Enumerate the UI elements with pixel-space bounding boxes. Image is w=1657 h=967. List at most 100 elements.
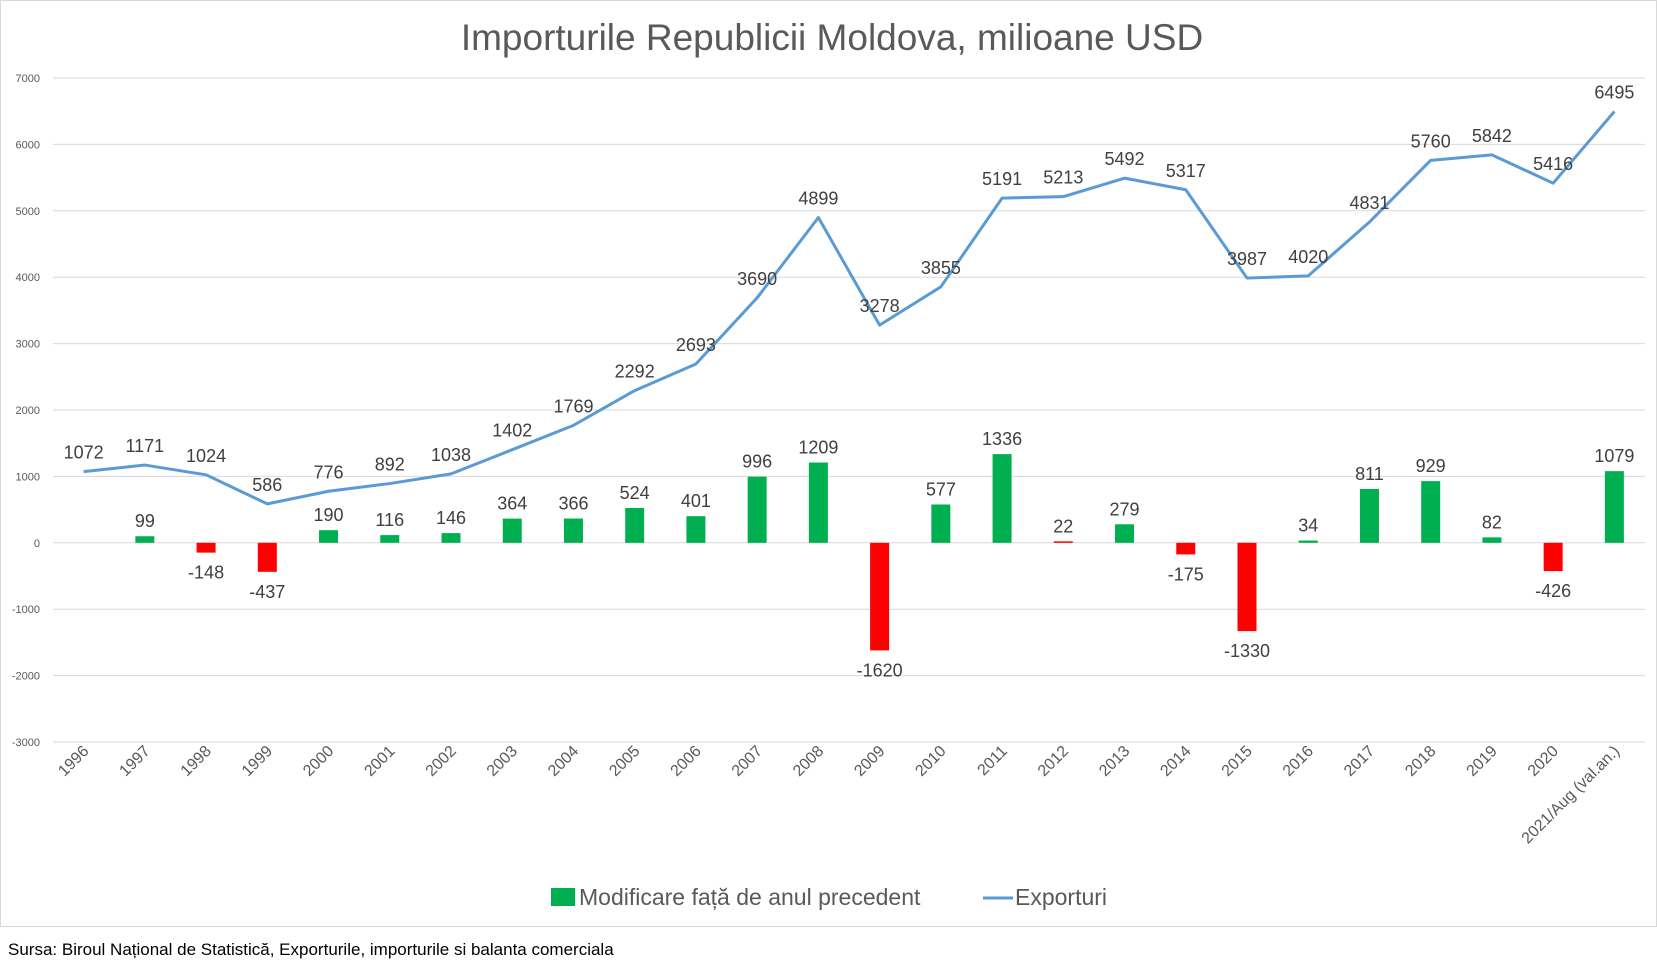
bar-data-label: -1330 [1224,641,1270,661]
bar-data-label: 366 [558,493,588,513]
y-tick-label: 3000 [16,339,40,351]
y-tick-label: 4000 [16,272,40,284]
line-data-label: 6495 [1594,83,1634,103]
bar [135,536,155,543]
source-note: Sursa: Biroul Național de Statistică, Ex… [8,940,614,959]
bar-data-label: 99 [135,511,155,531]
y-tick-label: 6000 [16,139,40,151]
line-data-label: 586 [252,475,282,495]
line-data-label: 1072 [64,443,104,463]
line-data-label: 5760 [1411,131,1451,151]
line-data-label: 4020 [1288,247,1328,267]
line-series [83,110,1616,506]
bar [1421,481,1441,543]
bar [747,476,767,543]
y-tick-label: 2000 [16,405,40,417]
bar-series [135,454,1624,651]
bar-data-label: 22 [1053,516,1073,536]
legend-bar-label: Modificare față de anul precedent [579,884,921,910]
bar [1604,471,1624,543]
bar [319,530,339,543]
line-data-label: 3855 [921,258,961,278]
bar [808,462,828,543]
line-data-label: 4899 [798,189,838,209]
line-data-label: 3278 [860,296,900,316]
bar-data-label: 811 [1355,464,1384,484]
bar [441,533,461,543]
bar-data-label: 1336 [982,429,1022,449]
bar [1359,488,1379,543]
bar-data-label: 279 [1110,499,1140,519]
bar [1237,542,1257,632]
bar [625,508,645,543]
line-data-label: 2693 [676,335,716,355]
bar-data-label: 1209 [798,438,838,458]
bar-data-label: 364 [497,494,527,514]
bar-data-label: -437 [249,582,285,602]
bar-data-label: -1620 [857,660,903,680]
bar [870,542,890,651]
bar [563,518,583,543]
bar-data-label: 146 [436,508,466,528]
line-data-label: 1769 [553,396,593,416]
bar-data-label: 82 [1482,512,1502,532]
bar-data-label: -175 [1168,564,1204,584]
bar [931,504,951,543]
bar-data-label: 524 [620,483,650,503]
line-data-label: 3987 [1227,249,1267,269]
bar [502,518,522,543]
exporturi-line [83,110,1616,506]
line-data-label: 5842 [1472,126,1512,146]
gridlines [53,77,1645,743]
y-tick-label: 5000 [16,206,40,218]
chart-title: Importurile Republicii Moldova, milioane… [461,17,1203,58]
bar [1176,542,1196,555]
y-tick-label: 1000 [16,471,40,483]
y-tick-label: 7000 [16,73,40,85]
bar [686,516,706,543]
bar-data-label: -426 [1535,581,1571,601]
bar-data-label: -148 [188,563,224,583]
bar [1115,524,1135,543]
y-tick-label: -2000 [12,671,40,683]
legend-bar-swatch [551,888,575,906]
legend-line-label: Exporturi [1015,884,1107,910]
line-data-label: 5317 [1166,161,1206,181]
bar-data-label: 116 [375,510,404,530]
line-data-label: 776 [314,462,344,482]
y-tick-label: -1000 [12,604,40,616]
bar-data-label: 34 [1298,516,1318,536]
bar [1298,540,1318,543]
bar [1053,541,1073,543]
bar-data-label: 929 [1416,456,1446,476]
bar [992,454,1012,543]
bar-data-label: 996 [742,452,772,472]
line-data-label: 5213 [1043,168,1083,188]
line-data-label: 4831 [1349,193,1389,213]
bar [380,535,400,543]
line-data-label: 5492 [1105,149,1145,169]
line-data-label: 5191 [982,169,1022,189]
line-data-label: 1024 [186,446,226,466]
line-data-label: 892 [375,455,405,475]
bar [1543,542,1563,572]
chart-svg: Importurile Republicii Moldova, milioane… [0,0,1657,927]
bar [257,542,277,572]
bar [1482,537,1502,543]
line-data-label: 5416 [1533,154,1573,174]
line-data-label: 1038 [431,445,471,465]
data-labels: 99 -148 -437 190 116 146 364 366 524 401 996 1209 -1… [64,83,1635,681]
line-data-label: 1171 [125,436,164,456]
line-data-label: 2292 [615,362,655,382]
chart-area-border [0,0,1657,927]
bar-data-label: 577 [926,479,956,499]
line-data-label: 1402 [492,421,532,441]
line-data-label: 3690 [737,269,777,289]
bar [196,542,216,553]
y-axis-ticks: -3000 -2000 -1000 0 1000 2000 3000 4000 5000 6000… [12,73,40,749]
y-tick-label: -3000 [12,737,40,749]
bar-data-label: 401 [681,491,711,511]
bar-data-label: 1079 [1594,446,1634,466]
y-tick-label: 0 [34,538,40,550]
